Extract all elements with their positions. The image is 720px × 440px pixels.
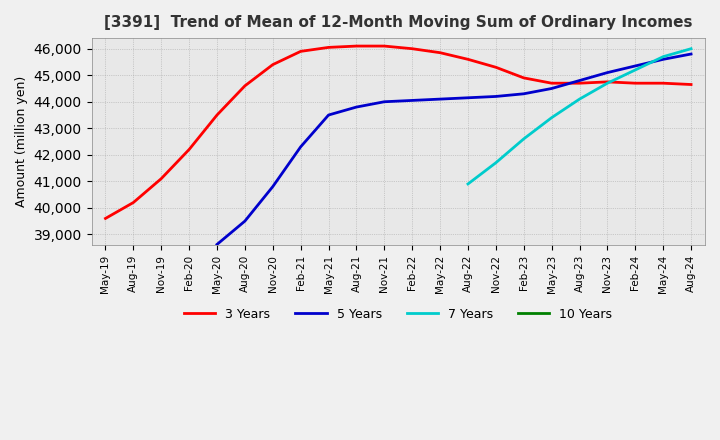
3 Years [603, 79, 612, 84]
3 Years [269, 62, 277, 67]
7 Years [603, 81, 612, 86]
5 Years [380, 99, 389, 104]
5 Years [297, 144, 305, 150]
5 Years [575, 78, 584, 83]
3 Years [297, 49, 305, 54]
7 Years [631, 67, 639, 73]
5 Years [687, 51, 696, 57]
3 Years [631, 81, 639, 86]
Legend: 3 Years, 5 Years, 7 Years, 10 Years: 3 Years, 5 Years, 7 Years, 10 Years [179, 303, 617, 326]
7 Years [464, 181, 472, 187]
5 Years [492, 94, 500, 99]
3 Years [129, 200, 138, 205]
3 Years [464, 57, 472, 62]
3 Years [157, 176, 166, 181]
3 Years [519, 75, 528, 81]
5 Years [212, 242, 221, 247]
3 Years [380, 44, 389, 49]
7 Years [547, 115, 556, 120]
5 Years [519, 91, 528, 96]
3 Years [240, 83, 249, 88]
3 Years [659, 81, 667, 86]
7 Years [492, 160, 500, 165]
3 Years [687, 82, 696, 87]
7 Years [687, 46, 696, 51]
3 Years [185, 147, 194, 152]
7 Years [575, 96, 584, 102]
5 Years [631, 63, 639, 69]
3 Years [408, 46, 417, 51]
3 Years [212, 112, 221, 117]
5 Years [436, 96, 444, 102]
3 Years [352, 44, 361, 49]
Line: 3 Years: 3 Years [105, 46, 691, 218]
5 Years [240, 218, 249, 224]
7 Years [519, 136, 528, 142]
Y-axis label: Amount (million yen): Amount (million yen) [15, 76, 28, 207]
5 Years [269, 184, 277, 189]
3 Years [547, 81, 556, 86]
Title: [3391]  Trend of Mean of 12-Month Moving Sum of Ordinary Incomes: [3391] Trend of Mean of 12-Month Moving … [104, 15, 693, 30]
Line: 7 Years: 7 Years [468, 49, 691, 184]
5 Years [352, 104, 361, 110]
3 Years [436, 50, 444, 55]
5 Years [547, 86, 556, 91]
5 Years [603, 70, 612, 75]
5 Years [408, 98, 417, 103]
3 Years [492, 65, 500, 70]
7 Years [659, 54, 667, 59]
5 Years [464, 95, 472, 100]
Line: 5 Years: 5 Years [217, 54, 691, 245]
3 Years [101, 216, 109, 221]
3 Years [575, 81, 584, 86]
5 Years [659, 57, 667, 62]
3 Years [324, 45, 333, 50]
5 Years [324, 112, 333, 117]
